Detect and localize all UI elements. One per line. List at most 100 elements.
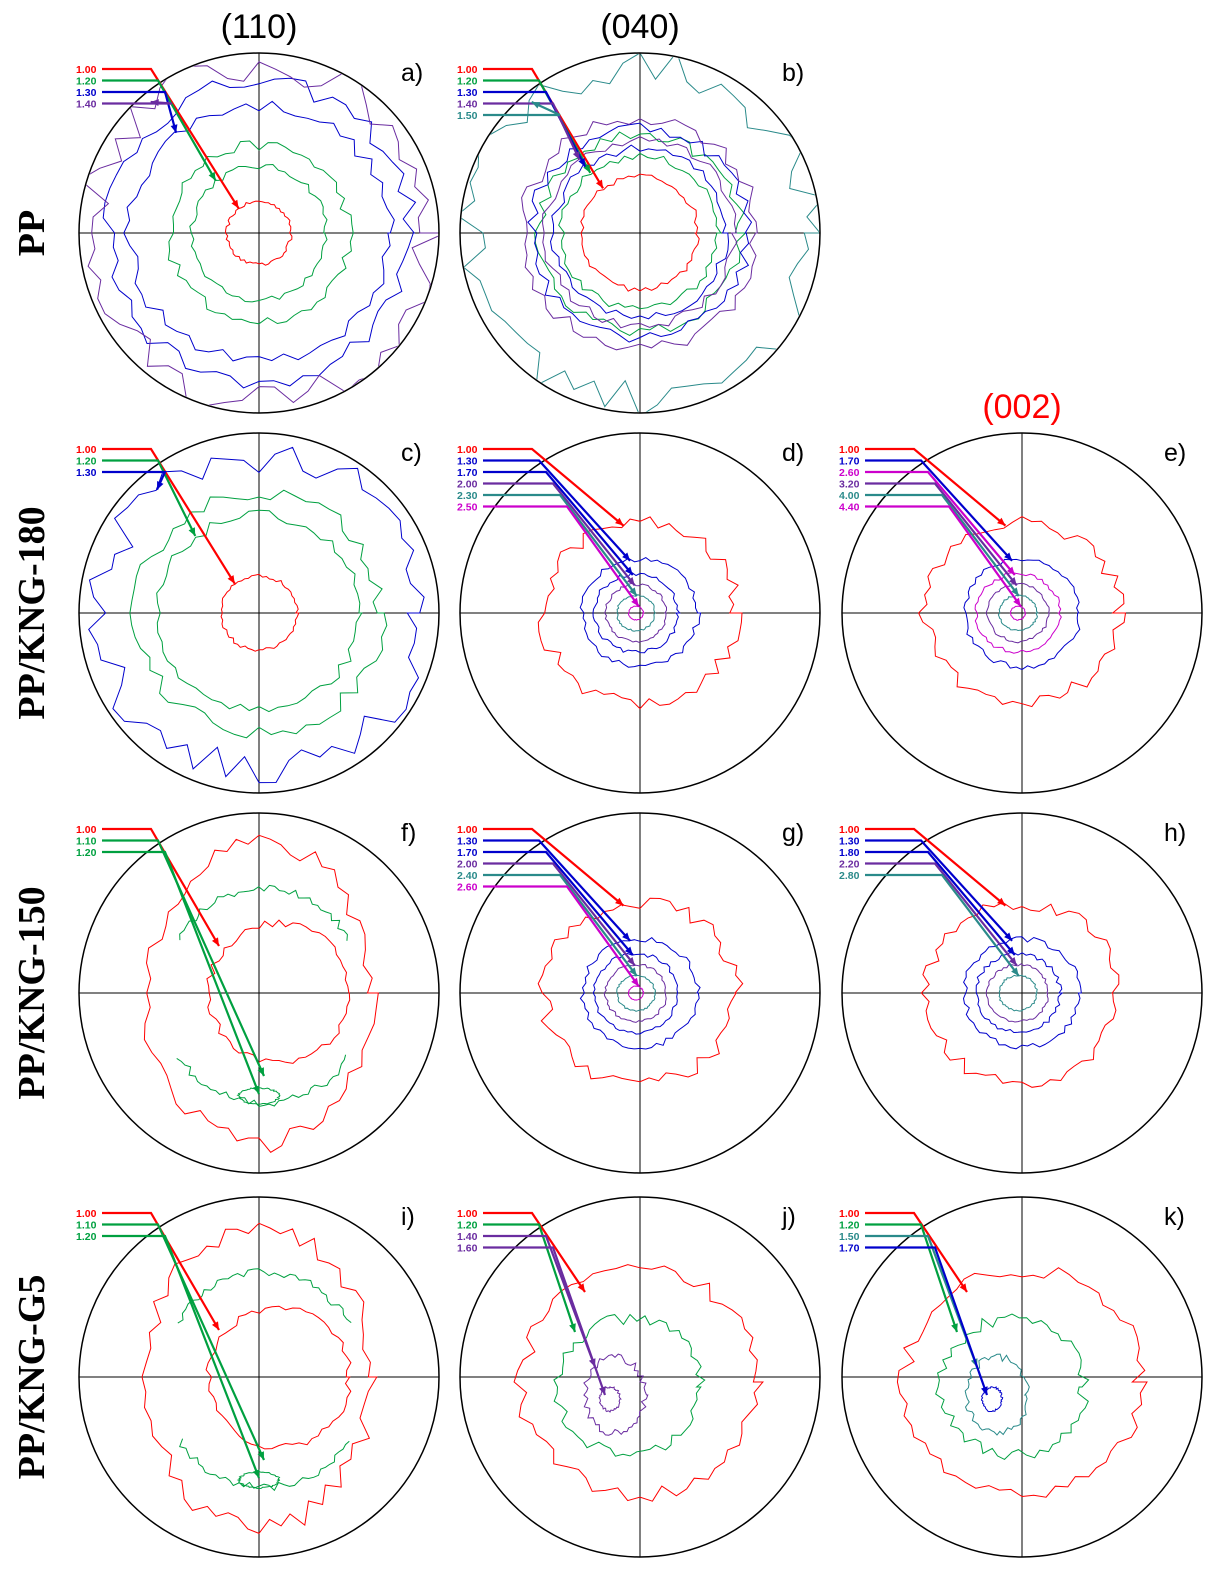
- legend-label: 1.40: [76, 99, 97, 111]
- legend-label: 2.40: [457, 870, 478, 882]
- arrowhead: [1006, 566, 1015, 575]
- legend-label: 1.00: [457, 444, 478, 456]
- row-label: PP/KNG-G5: [11, 1275, 53, 1480]
- contour-line: [527, 122, 753, 343]
- legend-leader-arrow: [483, 447, 625, 527]
- pole-figure-panel: 1.001.201.301.40 a): [76, 52, 440, 414]
- contour-line: [236, 1470, 281, 1490]
- legend-label: 1.00: [457, 64, 478, 76]
- contour-line: [583, 1353, 649, 1436]
- contour-line: [220, 573, 300, 652]
- contour-line: [167, 140, 354, 325]
- legend-label: 2.80: [839, 870, 860, 882]
- arrowhead: [624, 566, 633, 575]
- legend-label: 1.00: [839, 444, 860, 456]
- arrowhead: [959, 1283, 967, 1292]
- contour-line: [179, 1438, 350, 1492]
- contour-line: [177, 1268, 352, 1324]
- arrowhead: [211, 1321, 219, 1330]
- contour-line: [580, 173, 700, 292]
- legend-label: 1.40: [457, 1231, 478, 1243]
- legend-label: 1.30: [457, 87, 478, 99]
- legend-leader-arrow: [483, 850, 634, 956]
- arrowhead: [1013, 597, 1021, 607]
- contour-line: [205, 1305, 352, 1450]
- contour-line: [974, 572, 1062, 654]
- legend-label: 2.20: [839, 859, 860, 871]
- legend-label: 1.30: [839, 836, 860, 848]
- arrowhead: [997, 517, 1006, 526]
- contour-line: [920, 901, 1120, 1088]
- panel-letter: i): [401, 1203, 415, 1231]
- contour-line: [592, 952, 679, 1035]
- arrowhead: [231, 199, 239, 209]
- legend-label: 1.00: [76, 824, 97, 836]
- contour-line: [616, 593, 656, 632]
- legend-leader-arrow: [483, 102, 581, 161]
- arrowhead: [629, 967, 637, 976]
- legend-leader-arrow: [865, 1211, 968, 1293]
- legend-label: 1.80: [839, 847, 860, 859]
- legend-leader-arrow: [102, 1223, 266, 1461]
- legend-label: 4.00: [839, 490, 860, 502]
- arrowhead: [627, 957, 635, 966]
- legend-leader-arrow: [483, 459, 631, 562]
- contour-line: [224, 200, 293, 266]
- panel-letter: g): [782, 819, 804, 847]
- contour-line: [579, 937, 701, 1050]
- contour-line: [918, 516, 1127, 708]
- legend-label: 1.70: [839, 456, 860, 468]
- column-header: (110): [221, 8, 298, 46]
- arrowhead: [257, 1067, 264, 1076]
- arrowhead: [997, 897, 1006, 906]
- contour-line: [616, 974, 657, 1012]
- arrowhead: [577, 1283, 585, 1292]
- column-header: (002): [982, 388, 1061, 426]
- arrowhead: [157, 480, 164, 490]
- contour-line: [143, 834, 379, 1153]
- arrowhead: [627, 577, 635, 586]
- contour-line: [537, 516, 743, 710]
- arrowhead: [631, 977, 639, 987]
- legend-label: 1.30: [457, 836, 478, 848]
- legend-leader-arrow: [865, 1223, 959, 1333]
- legend-leader-arrow: [102, 447, 236, 585]
- legend-leader-arrow: [865, 482, 1018, 587]
- pole-figure-panel: 1.001.101.20 f): [76, 812, 440, 1174]
- panel-letter: k): [1164, 1203, 1185, 1231]
- contour-line: [553, 1313, 706, 1457]
- legend-label: 1.20: [76, 1231, 97, 1243]
- legend-label: 1.00: [457, 824, 478, 836]
- legend-label: 1.50: [839, 1231, 860, 1243]
- legend-label: 1.00: [839, 824, 860, 836]
- contour-line: [997, 594, 1039, 632]
- contour-line: [579, 557, 702, 668]
- legend-label: 4.40: [839, 502, 860, 514]
- legend-leader-arrow: [102, 1211, 220, 1331]
- legend-leader-arrow: [865, 447, 1007, 527]
- legend-leader-arrow: [865, 850, 1016, 956]
- legend-label: 1.00: [839, 1208, 860, 1220]
- contour-line: [964, 1353, 1030, 1436]
- arrowhead: [211, 937, 219, 946]
- legend-leader-arrow: [102, 79, 217, 182]
- legend-label: 1.70: [457, 847, 478, 859]
- contour-line: [985, 582, 1050, 644]
- pole-figure-panel: 1.001.702.603.204.004.40 e): [839, 432, 1203, 794]
- pole-figure-panel: 1.001.201.501.70 k): [839, 1196, 1203, 1558]
- pole-figure-panel: 1.001.201.301.401.50 b): [457, 52, 821, 414]
- contour-line: [627, 605, 645, 621]
- arrowhead: [981, 1386, 988, 1395]
- legend-label: 1.20: [457, 76, 478, 88]
- row-label: PP/KNG-180: [11, 506, 53, 719]
- contour-line: [980, 1386, 1004, 1413]
- arrowhead: [188, 527, 196, 536]
- legend-leader-arrow: [865, 459, 1013, 562]
- contour-line: [1009, 605, 1026, 621]
- legend-leader-arrow: [483, 1223, 577, 1333]
- contour-line: [963, 558, 1081, 671]
- panel-letter: h): [1164, 819, 1186, 847]
- legend-leader-arrow: [102, 1234, 261, 1479]
- arrowhead: [1009, 577, 1017, 586]
